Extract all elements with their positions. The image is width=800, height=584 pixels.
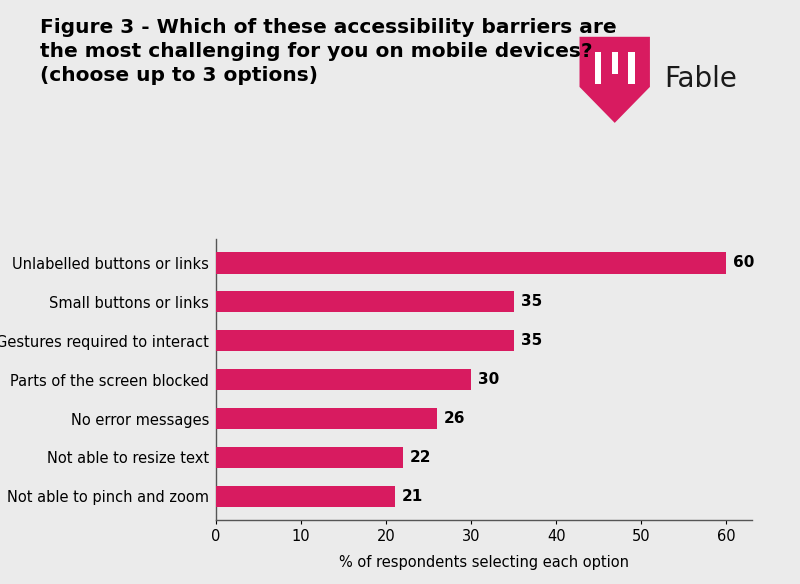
- Bar: [612, 52, 618, 74]
- Bar: [216, 447, 403, 468]
- Bar: [216, 330, 514, 352]
- Text: 35: 35: [521, 294, 542, 310]
- Bar: [216, 252, 726, 273]
- Text: Fable: Fable: [664, 65, 737, 93]
- Polygon shape: [579, 37, 650, 123]
- Text: 26: 26: [444, 411, 466, 426]
- Text: Figure 3 - Which of these accessibility barriers are
the most challenging for yo: Figure 3 - Which of these accessibility …: [40, 18, 617, 85]
- Text: 22: 22: [410, 450, 431, 465]
- Text: 30: 30: [478, 372, 499, 387]
- X-axis label: % of respondents selecting each option: % of respondents selecting each option: [339, 555, 629, 570]
- Bar: [216, 369, 471, 390]
- Text: 21: 21: [402, 489, 422, 504]
- Text: 35: 35: [521, 333, 542, 348]
- Bar: [595, 52, 601, 84]
- Bar: [216, 408, 438, 429]
- Text: 60: 60: [734, 255, 754, 270]
- Bar: [216, 486, 394, 507]
- Bar: [628, 52, 634, 84]
- Bar: [216, 291, 514, 312]
